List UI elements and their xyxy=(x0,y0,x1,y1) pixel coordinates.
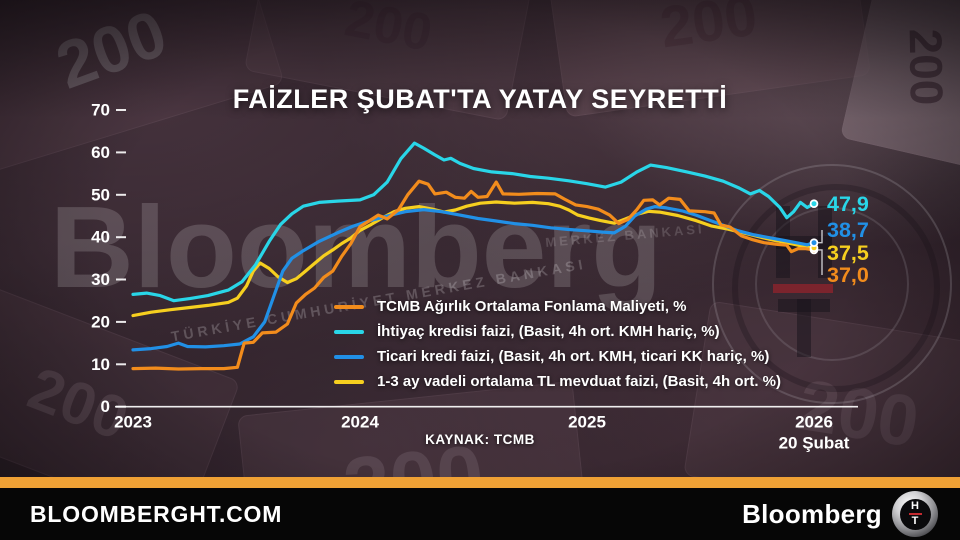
legend-swatch-cyan xyxy=(334,329,364,334)
svg-text:20 Şubat: 20 Şubat xyxy=(779,434,850,453)
chart-legend: TCMB Ağırlık Ortalama Fonlama Maliyeti, … xyxy=(334,294,781,394)
bloomberg-wordmark: Bloomberg xyxy=(742,498,882,529)
ht-logo-watermark-ring-inner xyxy=(755,207,909,361)
svg-text:2025: 2025 xyxy=(568,413,606,432)
svg-text:38,7: 38,7 xyxy=(827,218,869,242)
legend-swatch-blue xyxy=(334,354,364,359)
footer-brand: Bloomberg H T xyxy=(742,488,938,540)
svg-text:0: 0 xyxy=(101,397,110,416)
legend-item-aofm: TCMB Ağırlık Ortalama Fonlama Maliyeti, … xyxy=(334,294,781,319)
svg-text:47,9: 47,9 xyxy=(827,192,869,216)
svg-text:40: 40 xyxy=(91,228,110,247)
ht-watermark-red-bar xyxy=(773,284,833,293)
legend-label: TCMB Ağırlık Ortalama Fonlama Maliyeti, … xyxy=(377,298,687,315)
bloomberg-ht-badge-icon: H T xyxy=(892,491,938,537)
svg-text:37,5: 37,5 xyxy=(827,241,869,265)
chart-title: FAİZLER ŞUBAT'TA YATAY SEYRETTİ xyxy=(232,84,728,114)
badge-red-bar xyxy=(908,512,922,516)
source-label: KAYNAK: TCMB xyxy=(425,432,535,447)
ht-logo-watermark-ring-mid xyxy=(732,184,940,392)
legend-label: Ticari kredi faizi, (Basit, 4h ort. KMH,… xyxy=(377,348,770,365)
badge-letter-t: T xyxy=(911,514,919,527)
svg-text:2023: 2023 xyxy=(114,413,152,432)
legend-item-consumer-loan: İhtiyaç kredisi faizi, (Basit, 4h ort. K… xyxy=(334,319,781,344)
svg-text:2026: 2026 xyxy=(795,413,833,432)
svg-text:70: 70 xyxy=(91,101,110,120)
badge-letter-h: H xyxy=(911,500,919,513)
legend-item-deposit: 1-3 ay vadeli ortalama TL mevduat faizi,… xyxy=(334,369,781,394)
footer-orange-strip xyxy=(0,477,960,488)
legend-swatch-yellow xyxy=(334,379,364,384)
svg-text:10: 10 xyxy=(91,355,110,374)
legend-label: İhtiyaç kredisi faizi, (Basit, 4h ort. K… xyxy=(377,323,720,340)
legend-label: 1-3 ay vadeli ortalama TL mevduat faizi,… xyxy=(377,373,782,390)
legend-swatch-orange xyxy=(334,304,364,309)
svg-text:50: 50 xyxy=(91,185,110,204)
bloomberg-text-watermark: Bloomberg xyxy=(50,182,663,312)
svg-text:37,0: 37,0 xyxy=(827,263,869,287)
footer-site-url: BLOOMBERGHT.COM xyxy=(30,500,283,527)
ht-badge-inner: H T xyxy=(899,498,931,530)
svg-text:60: 60 xyxy=(91,143,110,162)
svg-text:30: 30 xyxy=(91,270,110,289)
legend-item-commercial-loan: Ticari kredi faizi, (Basit, 4h ort. KMH,… xyxy=(334,344,781,369)
ht-logo-watermark-ring-outer xyxy=(712,164,952,404)
ht-watermark-h-crossbar xyxy=(776,236,832,249)
svg-text:20: 20 xyxy=(91,312,110,331)
svg-text:2024: 2024 xyxy=(341,413,379,432)
ht-watermark-t-stem xyxy=(797,299,811,357)
footer-bar: BLOOMBERGHT.COM Bloomberg H T xyxy=(0,488,960,540)
